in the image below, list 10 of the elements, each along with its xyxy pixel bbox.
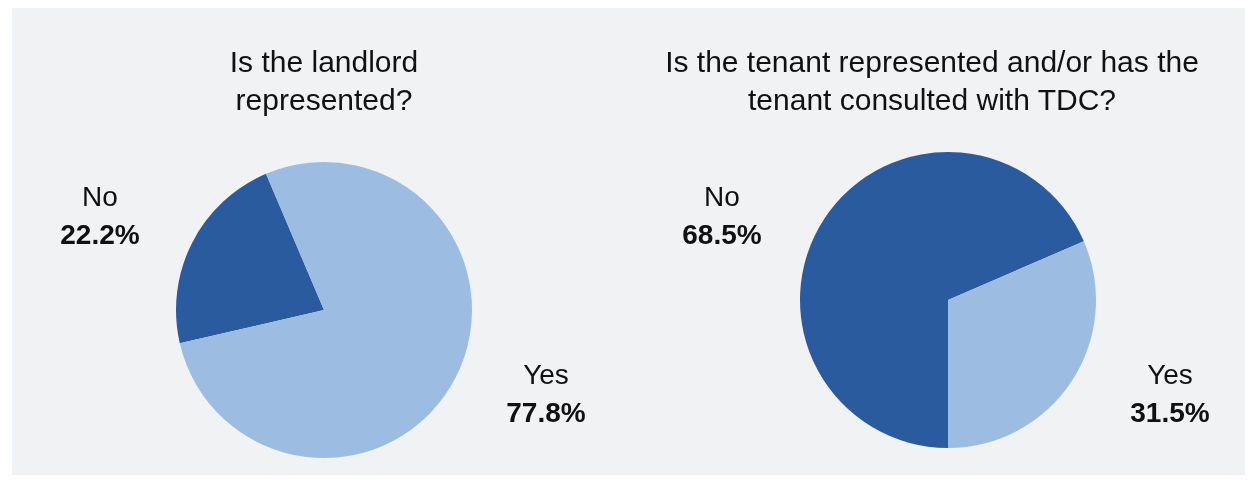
data-label: 77.8%	[506, 397, 586, 428]
slice-label: No	[82, 181, 118, 212]
slice-label: Yes	[1147, 359, 1193, 390]
chart-title: Is the landlord represented?	[228, 44, 420, 118]
chart-title: Is the tenant represented and/or has the tenant consulted with TDC?	[664, 44, 1200, 118]
slice-label: No	[704, 181, 740, 212]
data-label: 68.5%	[682, 219, 762, 250]
data-label: 31.5%	[1130, 397, 1210, 428]
slice-label: Yes	[523, 359, 569, 390]
data-label: 22.2%	[60, 219, 140, 250]
